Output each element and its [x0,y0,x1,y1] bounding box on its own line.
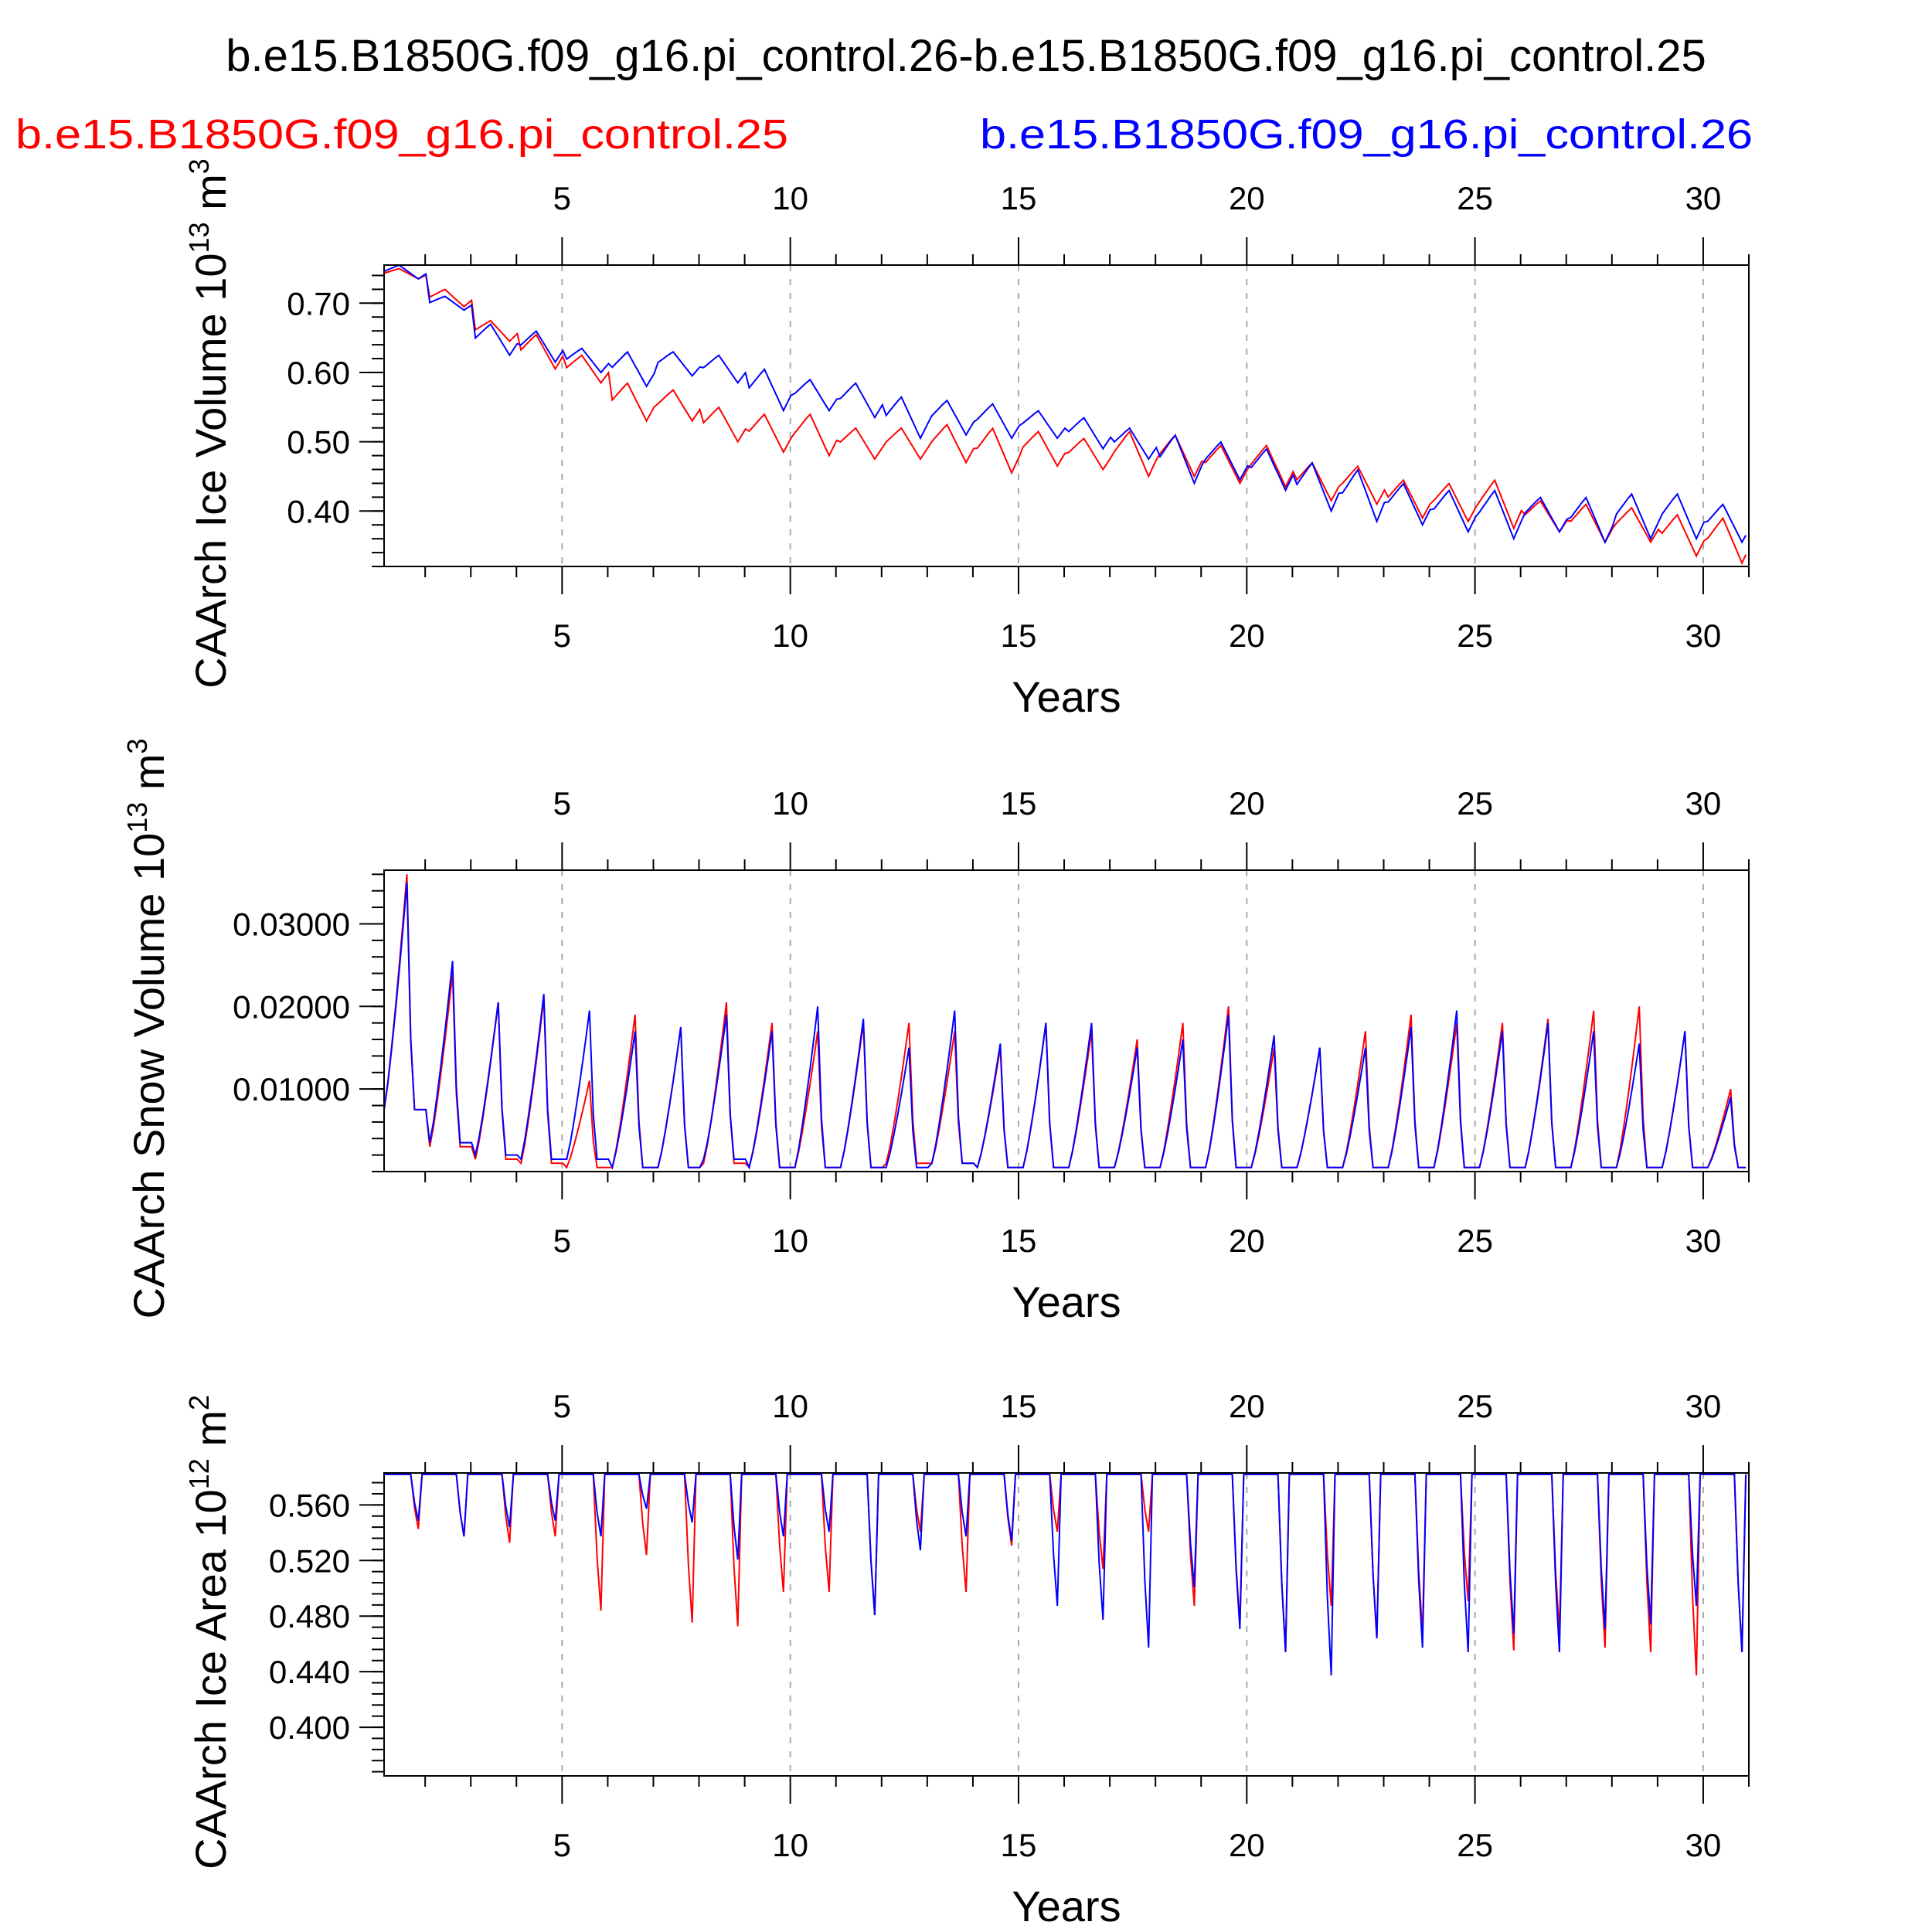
x-tick-label-top: 20 [1229,785,1265,821]
chart-panels: 5 5 10 10 15 15 20 20 25 25 30 30 0.40 0.50 0.60 0.70 Ye… [121,158,1750,1930]
x-tick-label-bottom: 30 [1685,1827,1722,1863]
series-line-run26 [384,1473,1747,1675]
x-tick-label-top: 25 [1457,1388,1493,1424]
y-tick-label: 0.01000 [233,1071,350,1107]
x-tick-label-bottom: 20 [1229,1827,1265,1863]
x-tick-label-top: 15 [1001,1388,1037,1424]
y-tick-label: 0.60 [287,355,350,391]
x-tick-label-top: 10 [772,180,808,216]
y-axis-label: CAArch Snow Volume 1013 m3 [121,738,173,1318]
x-tick-label-bottom: 5 [553,1827,571,1863]
x-axis-label: Years [1012,1882,1121,1930]
x-tick-label-bottom: 15 [1001,617,1037,654]
x-tick-label-bottom: 15 [1001,1827,1037,1863]
y-tick-label: 0.520 [269,1543,350,1579]
x-tick-label-bottom: 20 [1229,617,1265,654]
x-tick-label-top: 10 [772,1388,808,1424]
x-tick-label-bottom: 10 [772,1223,808,1259]
x-tick-label-bottom: 25 [1457,617,1493,654]
x-tick-label-top: 20 [1229,1388,1265,1424]
y-tick-label: 0.40 [287,493,350,529]
x-tick-label-top: 20 [1229,180,1265,216]
x-tick-label-top: 5 [553,180,571,216]
plot-frame [383,1472,1750,1777]
y-tick-label: 0.440 [269,1654,350,1690]
y-tick-label: 0.50 [287,424,350,461]
panel-snow_volume: 5 5 10 10 15 15 20 20 25 25 30 30 0.01000 0.02000 0.03… [121,738,1750,1326]
x-axis-label: Years [1012,672,1121,721]
y-tick-label: 0.480 [269,1598,350,1634]
x-tick-label-bottom: 30 [1685,617,1722,654]
y-tick-label: 0.400 [269,1709,350,1746]
x-tick-label-top: 25 [1457,180,1493,216]
x-tick-label-bottom: 20 [1229,1223,1265,1259]
y-tick-label: 0.02000 [233,988,350,1025]
x-tick-label-top: 30 [1685,180,1722,216]
figure-title: b.e15.B1850G.f09_g16.pi_control.26-b.e15… [226,31,1706,81]
x-tick-label-top: 25 [1457,785,1493,821]
legend-run25-label: b.e15.B1850G.f09_g16.pi_control.25 [15,111,788,158]
x-tick-label-bottom: 25 [1457,1827,1493,1863]
series-line-run25 [384,1473,1747,1675]
x-tick-label-top: 10 [772,785,808,821]
x-tick-label-bottom: 5 [553,617,571,654]
plot-frame [383,264,1750,567]
x-tick-label-top: 15 [1001,785,1037,821]
y-axis-label: CAArch Ice Volume 1013 m3 [183,158,235,689]
x-tick-label-top: 30 [1685,785,1722,821]
series-line-run26 [383,264,1747,545]
panel-ice_volume: 5 5 10 10 15 15 20 20 25 25 30 30 0.40 0.50 0.60 0.70 Ye… [183,158,1750,721]
series-line-run26 [383,882,1747,1170]
x-tick-label-bottom: 10 [772,1827,808,1863]
series-line-run25 [383,267,1747,565]
x-tick-label-bottom: 15 [1001,1223,1037,1259]
y-axis-label: CAArch Ice Area 1012 m2 [183,1395,235,1869]
x-tick-label-top: 30 [1685,1388,1722,1424]
x-axis-label: Years [1012,1277,1121,1326]
y-tick-label: 0.70 [287,285,350,321]
plot-frame [383,869,1750,1172]
x-tick-label-bottom: 5 [553,1223,571,1259]
legend-run26-label: b.e15.B1850G.f09_g16.pi_control.26 [980,111,1753,158]
x-tick-label-bottom: 10 [772,617,808,654]
x-tick-label-top: 5 [553,1388,571,1424]
x-tick-label-bottom: 30 [1685,1223,1722,1259]
x-tick-label-bottom: 25 [1457,1223,1493,1259]
x-tick-label-top: 5 [553,785,571,821]
x-tick-label-top: 15 [1001,180,1037,216]
y-tick-label: 0.03000 [233,906,350,942]
y-tick-label: 0.560 [269,1487,350,1523]
panel-ice_area: 5 5 10 10 15 15 20 20 25 25 30 30 0.400 0.440 0.480 0.5… [183,1388,1750,1930]
